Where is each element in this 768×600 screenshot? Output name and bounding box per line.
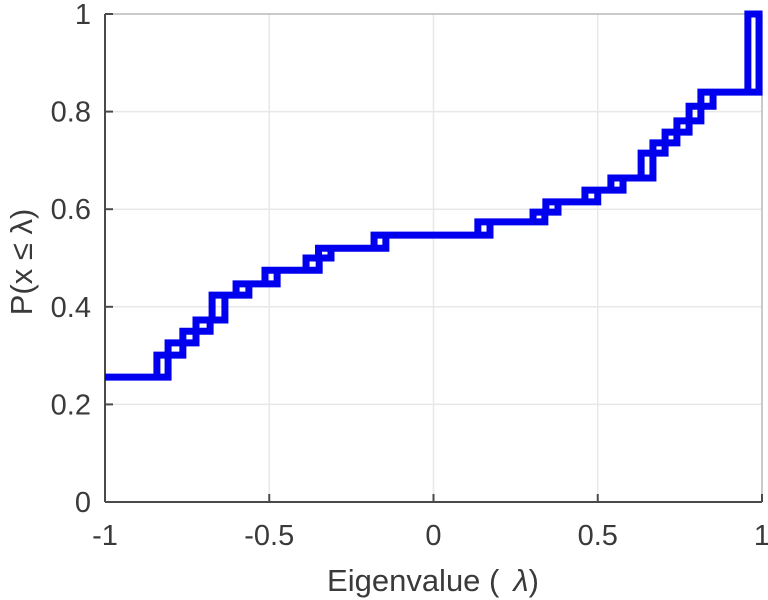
x-tick-label: 0 [425,520,441,552]
y-tick-label: 0.4 [51,292,91,324]
y-tick-label: 1 [75,0,91,31]
y-tick-label: 0.2 [51,389,91,421]
x-axis-label-text: Eigenvalue ( [327,563,500,598]
x-tick-label: -0.5 [244,520,294,552]
x-axis-label: Eigenvalue ( λ) [327,563,539,598]
x-tick-label: -1 [92,520,118,552]
y-tick-label: 0.8 [51,97,91,129]
y-axis-label: P(x ≤ λ) [4,209,39,316]
x-tick-labels: -1 -0.5 0 0.5 1 [92,520,768,552]
gridlines [105,14,762,502]
y-tick-label: 0.6 [51,194,91,226]
x-tick-label: 0.5 [578,520,618,552]
axis-ticks [104,13,763,503]
x-tick-label: 1 [754,520,768,552]
y-tick-labels: 0 0.2 0.4 0.6 0.8 1 [51,0,91,519]
lambda-symbol: λ [511,563,528,598]
ecdf-step-line [105,10,763,381]
ecdf-curve [105,10,763,381]
x-axis-label-close-paren: ) [529,563,539,598]
y-tick-label: 0 [75,487,91,519]
